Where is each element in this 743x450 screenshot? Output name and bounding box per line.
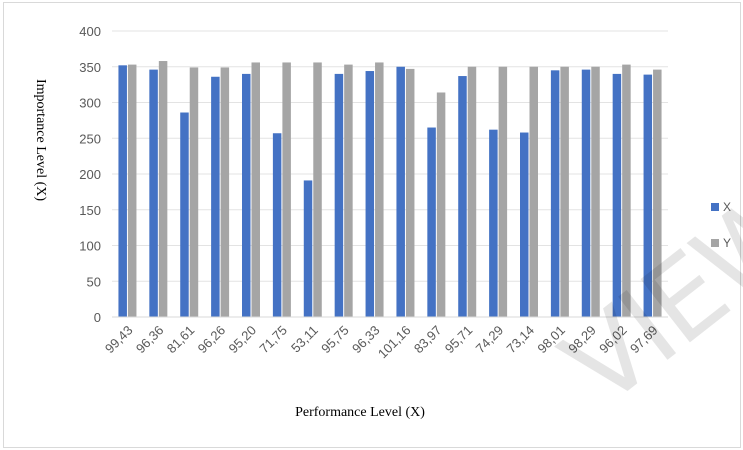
x-tick-labels: 99,4396,3681,6196,2695,2071,7553,1195,75… — [102, 323, 661, 362]
bar-x — [180, 112, 189, 317]
legend: XY — [711, 200, 731, 250]
bar-x — [550, 70, 560, 317]
y-tick-label: 400 — [79, 24, 101, 39]
bar-y — [498, 66, 508, 317]
y-axis-title: Importance Level (X) — [33, 79, 48, 201]
x-tick-label: 95,71 — [442, 323, 476, 357]
x-tick-label: 73,14 — [504, 323, 538, 357]
x-axis-title: Performance Level (X) — [295, 405, 425, 420]
bar-y — [282, 62, 291, 318]
bar-x — [118, 65, 127, 317]
bar-x — [427, 127, 436, 318]
y-tick-label: 50 — [87, 274, 101, 289]
x-tick-label: 71,75 — [256, 323, 290, 357]
bar-y — [220, 67, 230, 317]
x-tick-label: 81,61 — [164, 323, 198, 357]
bar-y — [344, 64, 353, 317]
bar-x — [211, 76, 220, 317]
bar-y — [467, 66, 477, 317]
legend-swatch-y — [711, 239, 719, 247]
y-tick-label: 250 — [79, 131, 101, 146]
bar-x — [272, 133, 282, 317]
x-tick-label: 74,29 — [473, 323, 507, 357]
bar-y — [529, 66, 538, 317]
x-tick-label: 101,16 — [375, 323, 414, 362]
bar-x — [242, 73, 251, 318]
y-tick-label: 150 — [79, 203, 101, 218]
legend-label-y: Y — [723, 236, 731, 250]
x-tick-label: 95,75 — [318, 323, 352, 357]
bar-y — [653, 69, 662, 317]
y-tick-label: 300 — [79, 96, 101, 111]
bar-y — [127, 64, 137, 317]
x-tick-label: 98,29 — [565, 323, 599, 357]
bar-x — [396, 66, 405, 317]
y-tick-labels: 0 50 100 150 200 250 300 350 400 — [79, 24, 101, 325]
y-tick-label: 100 — [79, 239, 101, 254]
x-tick-label: 53,11 — [288, 323, 321, 356]
bar-x — [489, 129, 498, 317]
bar-y — [436, 92, 446, 318]
x-tick-label: 98,01 — [534, 323, 568, 357]
bar-x — [581, 69, 591, 317]
x-tick-label: 96,02 — [596, 323, 630, 357]
x-tick-label: 95,20 — [226, 323, 260, 357]
bar-x — [643, 74, 653, 318]
x-tick-label: 96,36 — [133, 323, 167, 357]
bar-y — [622, 64, 631, 317]
legend-swatch-x — [711, 203, 719, 211]
bar-y — [313, 62, 322, 318]
y-tick-label: 200 — [79, 167, 101, 182]
bar-y — [560, 66, 569, 317]
bar-x — [458, 76, 467, 317]
x-tick-label: 83,97 — [411, 323, 445, 357]
legend-label-x: X — [723, 200, 731, 214]
x-tick-label: 97,69 — [627, 323, 661, 357]
bar-y — [405, 68, 415, 318]
bar-y — [158, 61, 168, 317]
bar-y — [251, 62, 260, 318]
bar-x — [149, 69, 158, 317]
y-tick-label: 350 — [79, 60, 101, 75]
bar-y — [591, 66, 600, 317]
bar-x — [303, 180, 313, 317]
bar-x — [612, 73, 622, 318]
x-tick-label: 99,43 — [102, 323, 136, 357]
y-tick-label: 0 — [94, 310, 101, 325]
bars — [118, 61, 662, 318]
bar-x — [365, 71, 375, 317]
bar-y — [189, 67, 199, 317]
gridlines — [112, 30, 668, 282]
bar-y — [375, 62, 384, 318]
bar-x — [334, 73, 344, 318]
bar-x — [520, 132, 529, 317]
x-tick-label: 96,26 — [195, 323, 229, 357]
